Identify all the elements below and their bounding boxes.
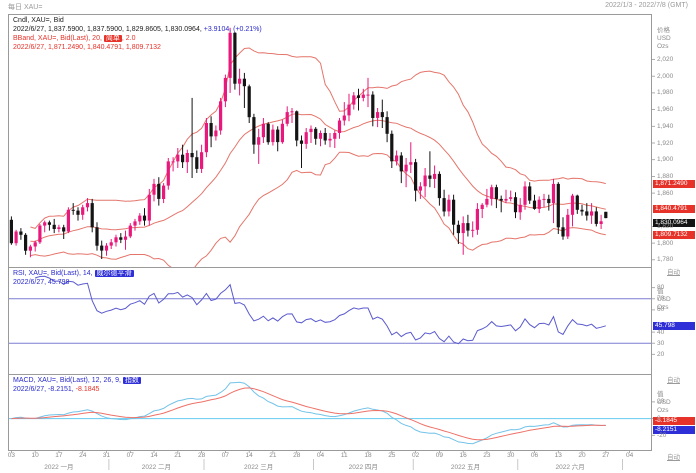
x-axis-week-label: 31 <box>102 452 111 459</box>
last-price-badge: 1,830.0964 <box>653 218 695 227</box>
x-axis-week-label: 28 <box>197 452 206 459</box>
x-axis-week-label: 04 <box>625 452 634 459</box>
x-axis-month-label: 2022 一月 <box>44 464 74 471</box>
price-axis-tick: 1,920 <box>657 139 674 147</box>
rsi-legend: RSI, XAU=, Bid(Last), 14, 威尔德平滑 2022/6/2… <box>13 269 134 287</box>
price-axis-tick: 1,880 <box>657 172 674 180</box>
macd-value-badge: -8.2151 <box>653 425 695 434</box>
price-legend: Cndl, XAU=, Bid 2022/6/27, 1,837.5900, 1… <box>13 16 262 52</box>
price-panel[interactable] <box>9 15 651 267</box>
macd-axis-currency: USD <box>657 399 671 406</box>
candle-legend-ohlc: 2022/6/27, 1,837.5900, 1,837.5900, 1,829… <box>13 26 202 33</box>
panel-separator <box>9 267 651 268</box>
price-axis-unit: 价格 <box>657 27 670 34</box>
x-axis-month-label: 2022 四月 <box>348 464 378 471</box>
x-axis-week-label: 03 <box>7 452 15 459</box>
bband-middle-badge: 1,840.4791 <box>653 205 695 214</box>
x-axis-week-label: 13 <box>554 452 562 459</box>
rsi-axis-tick: 80 <box>657 284 665 292</box>
macd-signal-badge: -8.1845 <box>653 416 695 425</box>
x-axis-week-label: 20 <box>578 452 586 459</box>
macd-axis-tick: 20 <box>657 398 665 406</box>
macd-legend-value: 2022/6/27, -8.2151, <box>13 386 76 393</box>
x-axis-week-label: 21 <box>174 452 182 459</box>
macd-axis-unit: 值 <box>657 391 664 398</box>
price-axis-tick: 1,800 <box>657 239 674 247</box>
panel-separator <box>9 374 651 375</box>
price-axis-tick: 1,980 <box>657 89 674 97</box>
x-axis-week-label: 25 <box>388 452 396 459</box>
bband-legend-suffix: , 2.0 <box>121 35 136 42</box>
x-axis-week-label: 02 <box>411 452 420 459</box>
x-axis-month-label: 2022 六月 <box>555 464 585 471</box>
x-axis-week-label: 14 <box>245 452 253 459</box>
price-axis-currency: USD <box>657 35 671 42</box>
x-axis-week-label: 27 <box>602 452 610 459</box>
price-axis-measure: Ozs <box>657 43 669 50</box>
price-axis-tick: 1,860 <box>657 189 674 197</box>
macd-legend: MACD, XAU=, Bid(Last), 12, 26, 9, 指数 202… <box>13 376 141 394</box>
rsi-smoothing-chip: 威尔德平滑 <box>94 270 134 277</box>
x-axis-week-label: 09 <box>435 452 443 459</box>
rsi-axis-unit: 值 <box>657 288 664 295</box>
rsi-axis-measure: Ozs <box>657 304 669 311</box>
x-axis-week-label: 06 <box>530 452 539 459</box>
bband-legend-prefix: BBand, XAU=, Bid(Last), 20, <box>13 35 104 42</box>
candle-legend-change: +3.9104, (+0.21%) <box>203 26 262 33</box>
rsi-axis-tick: 20 <box>657 350 665 358</box>
macd-axis-tick: 0 <box>657 415 661 423</box>
x-axis-week-label: 10 <box>31 452 39 459</box>
bband-legend-values: 2022/6/27, 1,871.2490, 1,840.4791, 1,809… <box>13 44 161 51</box>
bband-ma-type-chip: 简单 <box>103 35 122 42</box>
x-axis-week-label: 14 <box>150 452 158 459</box>
candle-legend-title: Cndl, XAU=, Bid <box>13 17 64 24</box>
x-axis-month-label: 2022 五月 <box>450 464 481 471</box>
x-axis-week-label: 30 <box>507 452 515 459</box>
price-axis-tick: 1,820 <box>657 222 674 230</box>
price-axis-tick: 2,000 <box>657 72 674 80</box>
x-axis-week-label: 28 <box>293 452 301 459</box>
x-axis-week-label: 16 <box>459 452 467 459</box>
bband-lower-badge: 1,809.7132 <box>653 231 695 239</box>
price-axis-tick: 1,780 <box>657 256 674 264</box>
macd-autoscale-button[interactable]: 自动 <box>667 454 680 461</box>
x-axis-week-label: 18 <box>364 452 372 459</box>
x-axis-month-label: 2022 二月 <box>141 464 172 471</box>
rsi-axis-currency: USD <box>657 296 671 303</box>
rsi-axis-tick: 70 <box>657 295 665 303</box>
rsi-axis-tick: 30 <box>657 339 665 347</box>
macd-signal-legend-value: -8.1845 <box>75 386 100 393</box>
rsi-autoscale-button[interactable]: 自动 <box>667 377 680 384</box>
x-axis-week-label: 04 <box>316 452 325 459</box>
x-axis-week-label: 07 <box>221 452 229 459</box>
x-axis-month-label: 2022 三月 <box>244 464 274 471</box>
rsi-axis-tick: 60 <box>657 306 665 314</box>
price-axis-tick: 1,960 <box>657 106 674 114</box>
macd-ma-type-chip: 指数 <box>122 377 141 384</box>
x-axis-week-label: 17 <box>55 452 63 459</box>
macd-legend-prefix: MACD, XAU=, Bid(Last), 12, 26, 9, <box>13 377 123 384</box>
rsi-axis-tick: 40 <box>657 328 665 336</box>
macd-axis-tick: -20 <box>657 431 667 439</box>
macd-axis-measure: Ozs <box>657 407 669 414</box>
rsi-legend-values: 2022/6/27, 45.798 <box>13 279 70 286</box>
chart-date-range: 2022/1/3 - 2022/7/8 (GMT) <box>605 2 688 9</box>
x-axis-week-label: 24 <box>79 452 87 459</box>
price-autoscale-button[interactable]: 自动 <box>667 269 680 276</box>
x-axis-week-label: 23 <box>483 452 491 459</box>
price-axis-tick: 2,020 <box>657 56 674 64</box>
rsi-value-badge: 45.798 <box>653 321 695 330</box>
price-axis-tick: 1,940 <box>657 122 674 130</box>
x-axis-week-label: 21 <box>269 452 277 459</box>
x-axis-week-label: 11 <box>340 452 348 459</box>
chart-interval-symbol[interactable]: 每日 XAU= <box>8 4 43 11</box>
x-axis-week-label: 07 <box>126 452 134 459</box>
bband-upper-badge: 1,871.2490 <box>653 179 695 188</box>
rsi-legend-prefix: RSI, XAU=, Bid(Last), 14, <box>13 270 95 277</box>
price-axis-tick: 1,900 <box>657 156 674 164</box>
